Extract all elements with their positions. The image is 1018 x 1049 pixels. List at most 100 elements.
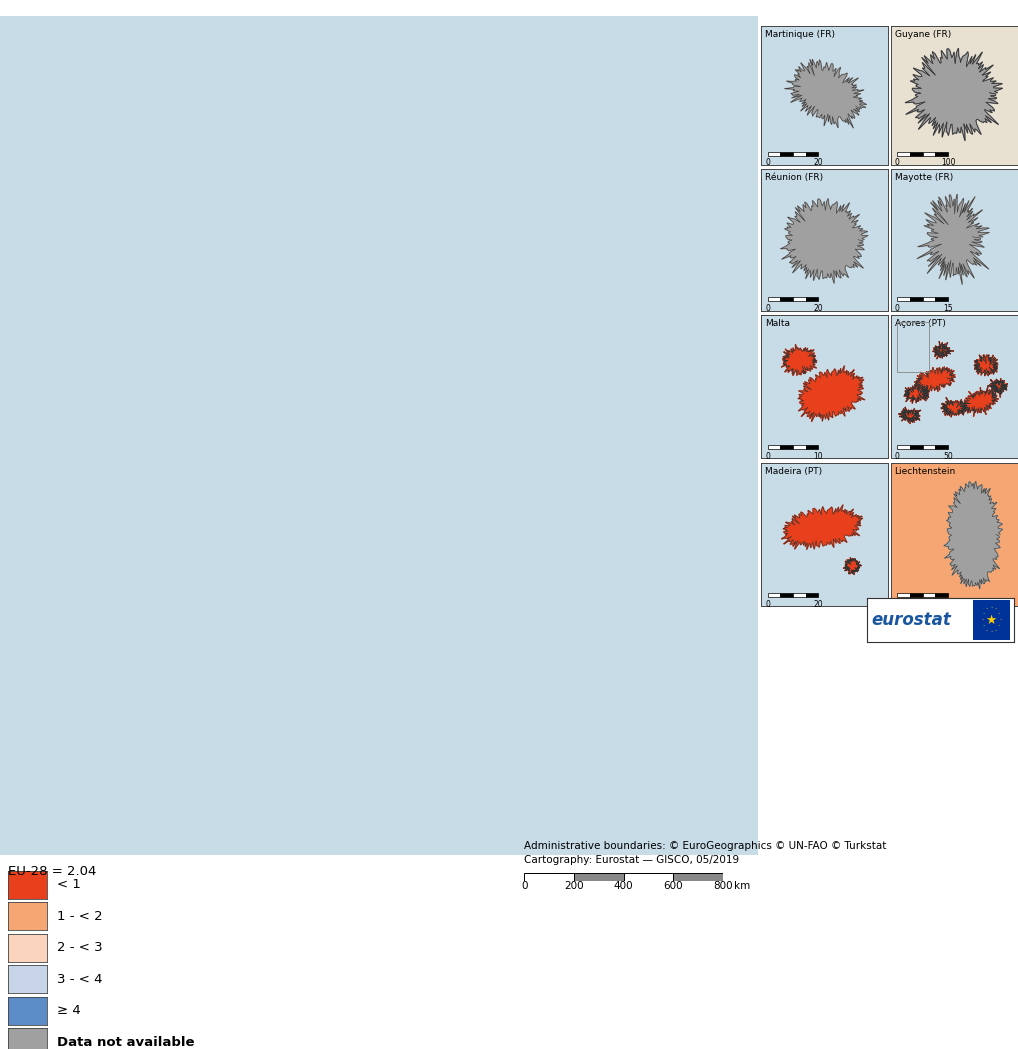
Text: 0: 0 [766, 304, 771, 314]
Text: ·: · [998, 623, 1000, 629]
Bar [936, 151, 948, 155]
Text: 0: 0 [766, 452, 771, 461]
Text: 20: 20 [813, 304, 824, 314]
Bar [936, 297, 948, 301]
Bar [768, 151, 781, 155]
Text: 0: 0 [895, 452, 900, 461]
Bar [793, 151, 805, 155]
Text: eurostat: eurostat [871, 611, 951, 629]
Text: 5: 5 [946, 600, 951, 608]
Bar [936, 593, 948, 597]
Text: Açores (PT): Açores (PT) [895, 319, 946, 328]
Bar [805, 297, 818, 301]
Text: 3 - < 4: 3 - < 4 [57, 972, 103, 986]
Polygon shape [905, 48, 1003, 141]
Text: ·: · [999, 617, 1001, 623]
Polygon shape [941, 398, 967, 418]
Bar [781, 445, 793, 449]
Bar [781, 593, 793, 597]
Text: ·: · [985, 627, 987, 634]
Bar [781, 151, 793, 155]
Polygon shape [905, 48, 1003, 141]
Text: Liechtenstein: Liechtenstein [895, 467, 956, 476]
Polygon shape [944, 481, 1003, 588]
Bar [910, 445, 922, 449]
Polygon shape [843, 557, 861, 575]
Text: < 1: < 1 [57, 878, 80, 892]
Polygon shape [781, 344, 817, 376]
Bar [793, 297, 805, 301]
Text: 400: 400 [614, 881, 633, 892]
Polygon shape [798, 366, 865, 422]
Text: Madeira (PT): Madeira (PT) [766, 467, 823, 476]
Text: Mayotte (FR): Mayotte (FR) [895, 173, 953, 183]
Text: 0: 0 [521, 881, 527, 892]
Bar [673, 873, 723, 881]
Bar [910, 151, 922, 155]
Text: 200: 200 [564, 881, 583, 892]
Text: km: km [734, 881, 750, 892]
Bar [922, 445, 936, 449]
Text: 600: 600 [664, 881, 683, 892]
Bar [805, 445, 818, 449]
Text: ·: · [981, 617, 983, 623]
Text: ·: · [995, 627, 997, 634]
Text: 1 - < 2: 1 - < 2 [57, 909, 103, 923]
Text: 0: 0 [895, 600, 900, 608]
Text: 0: 0 [766, 158, 771, 168]
Bar [623, 873, 673, 881]
Text: Data not available: Data not available [57, 1035, 194, 1049]
Bar [768, 593, 781, 597]
Text: 2 - < 3: 2 - < 3 [57, 941, 103, 955]
Bar [805, 151, 818, 155]
Text: Guyane (FR): Guyane (FR) [895, 30, 951, 40]
Text: 0: 0 [766, 600, 771, 608]
Text: 0: 0 [895, 304, 900, 314]
Text: Administrative boundaries: © EuroGeographics © UN-FAO © Turkstat: Administrative boundaries: © EuroGeograp… [524, 841, 887, 852]
Polygon shape [917, 194, 989, 284]
Bar [793, 445, 805, 449]
Polygon shape [932, 341, 954, 359]
Bar [524, 873, 574, 881]
Text: Malta: Malta [766, 319, 790, 328]
Text: ★: ★ [985, 614, 997, 626]
Bar [781, 297, 793, 301]
Text: 10: 10 [813, 452, 824, 461]
Bar [922, 593, 936, 597]
Bar [936, 445, 948, 449]
Bar [793, 593, 805, 597]
Polygon shape [898, 407, 921, 424]
Text: 15: 15 [944, 304, 953, 314]
Bar [922, 151, 936, 155]
Bar [973, 600, 1010, 640]
Bar [910, 297, 922, 301]
Polygon shape [974, 355, 998, 377]
Bar [768, 445, 781, 449]
Text: 800: 800 [713, 881, 733, 892]
Polygon shape [904, 384, 929, 404]
Text: ≥ 4: ≥ 4 [57, 1004, 80, 1018]
Polygon shape [987, 379, 1008, 398]
Polygon shape [781, 198, 868, 283]
Text: ·: · [982, 623, 984, 629]
Polygon shape [782, 505, 863, 550]
Bar [922, 297, 936, 301]
Bar [897, 322, 928, 372]
Text: 20: 20 [813, 158, 824, 168]
Polygon shape [914, 367, 956, 392]
Bar [805, 593, 818, 597]
Text: EU-28 = 2.04: EU-28 = 2.04 [8, 865, 97, 878]
Text: ·: · [985, 606, 987, 613]
Bar [897, 445, 910, 449]
Polygon shape [785, 59, 866, 128]
Bar [574, 873, 623, 881]
Text: Martinique (FR): Martinique (FR) [766, 30, 835, 40]
Text: ·: · [991, 604, 993, 611]
Text: ·: · [991, 629, 993, 636]
Text: 50: 50 [943, 452, 953, 461]
Text: 100: 100 [941, 158, 955, 168]
Polygon shape [963, 386, 999, 416]
Bar [768, 297, 781, 301]
Text: Réunion (FR): Réunion (FR) [766, 173, 824, 183]
Bar [910, 593, 922, 597]
